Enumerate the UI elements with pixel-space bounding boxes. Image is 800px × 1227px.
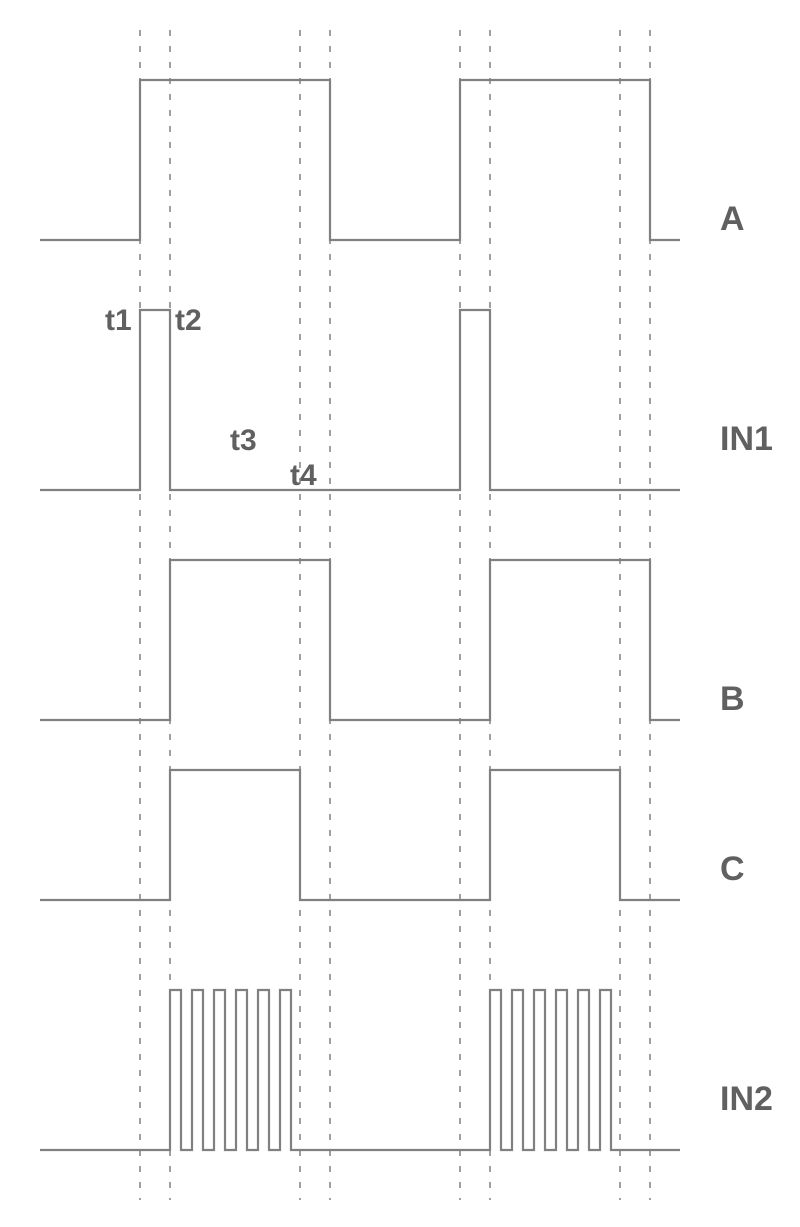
time-label-t3: t3 [230, 424, 257, 457]
signal-label-b: B [720, 680, 745, 718]
signal-a [40, 80, 680, 240]
signal-label-in2: IN2 [720, 1080, 773, 1118]
signal-label-in1: IN1 [720, 420, 773, 458]
signal-b [40, 560, 680, 720]
signal-in2 [40, 990, 680, 1150]
signal-in1 [40, 310, 680, 490]
time-label-t2: t2 [175, 304, 202, 337]
guide-lines-group [140, 30, 650, 1200]
time-label-t4: t4 [290, 459, 317, 492]
timing-diagram: A IN1 B C IN2 t1 t2 t3 t4 [0, 0, 800, 1227]
signal-label-c: C [720, 850, 745, 888]
labels-group: A IN1 B C IN2 t1 t2 t3 t4 [105, 200, 773, 1118]
time-label-t1: t1 [105, 304, 132, 337]
signal-label-a: A [720, 200, 745, 238]
signals-group [40, 80, 680, 1150]
signal-c [40, 770, 680, 900]
